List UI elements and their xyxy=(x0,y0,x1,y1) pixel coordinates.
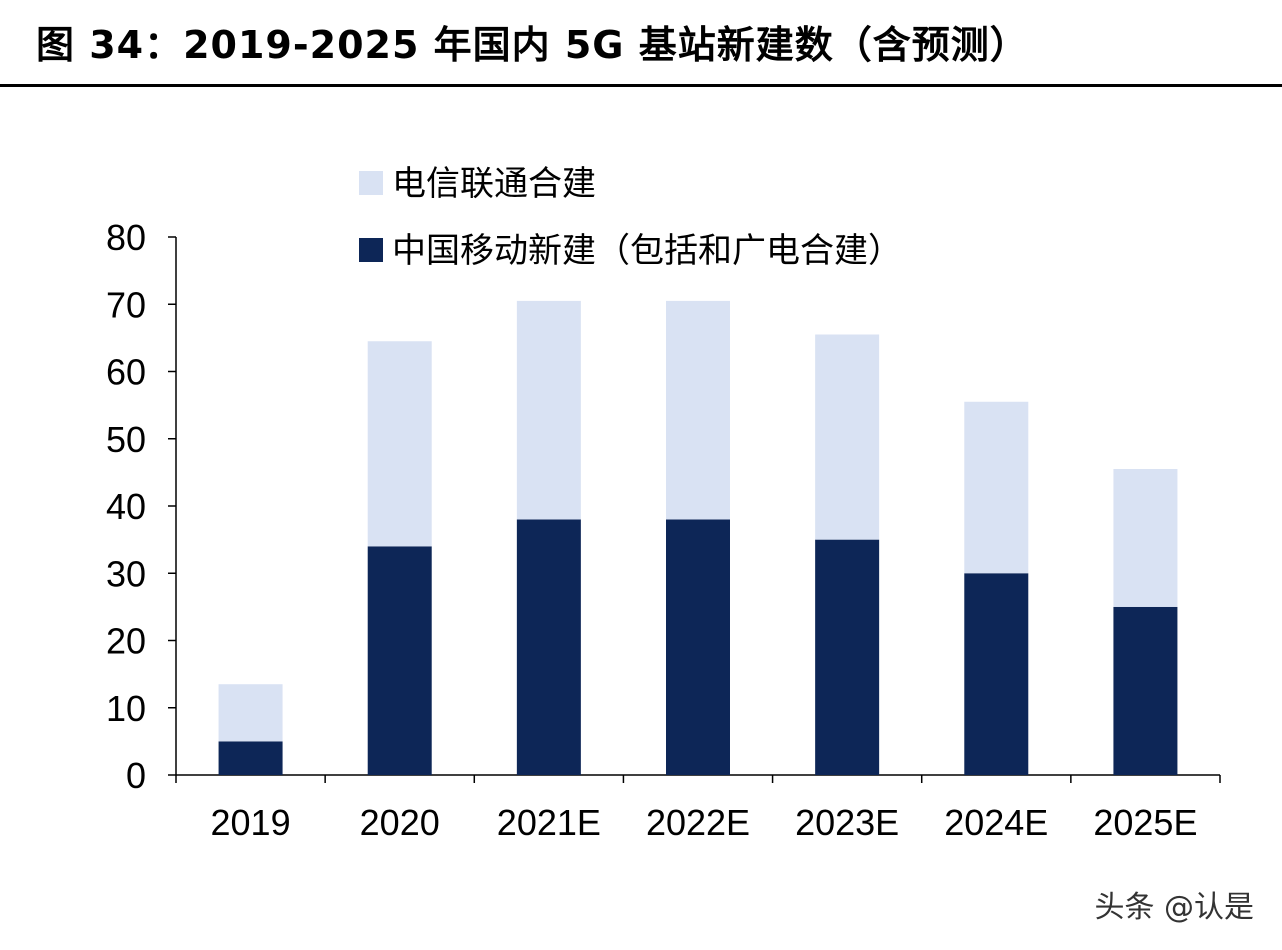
bar-segment-mobile-2022E xyxy=(666,519,730,775)
legend-swatch xyxy=(359,238,383,262)
x-tick-label: 2021E xyxy=(497,802,601,843)
bar-segment-mobile-2020 xyxy=(367,546,432,775)
bar-segment-mobile-2023E xyxy=(815,539,880,775)
bar-segment-telecom-unicom-2025E xyxy=(1113,469,1178,607)
x-axis: 2019 2020 2021E 2022E 2023E 2024E 2025E xyxy=(175,774,1221,843)
y-tick-label: 80 xyxy=(106,217,146,258)
x-tick-label: 2022E xyxy=(646,802,750,843)
bar-segment-telecom-unicom-2019 xyxy=(218,684,283,742)
bar-segment-telecom-unicom-2023E xyxy=(815,334,880,540)
y-tick-label: 0 xyxy=(126,755,146,796)
bar-segment-mobile-2019 xyxy=(218,741,283,775)
bar-segment-telecom-unicom-2024E xyxy=(964,401,1029,574)
y-tick-label: 50 xyxy=(106,419,146,460)
legend-label: 中国移动新建（包括和广电合建） xyxy=(392,231,902,271)
x-tick-label: 2024E xyxy=(944,802,1048,843)
legend-label: 电信联通合建 xyxy=(392,164,596,204)
x-tick-label: 2019 xyxy=(211,802,291,843)
bar-segment-mobile-2025E xyxy=(1113,606,1178,775)
bar-segment-mobile-2024E xyxy=(964,573,1029,775)
bar-segment-telecom-unicom-2020 xyxy=(367,341,432,547)
y-axis: 0 10 20 30 40 50 60 70 80 xyxy=(106,217,177,796)
y-tick-label: 30 xyxy=(106,553,146,594)
x-tick-label: 2023E xyxy=(795,802,899,843)
y-tick-label: 60 xyxy=(106,352,146,393)
x-tick-label: 2020 xyxy=(360,802,440,843)
bar-segment-telecom-unicom-2021E xyxy=(516,300,581,520)
bar-segment-telecom-unicom-2022E xyxy=(666,300,730,520)
y-tick-label: 10 xyxy=(106,688,146,729)
title-divider xyxy=(0,84,1282,87)
y-tick-label: 20 xyxy=(106,621,146,662)
y-tick-label: 40 xyxy=(106,486,146,527)
bars xyxy=(218,300,1178,775)
x-tick-label: 2025E xyxy=(1093,802,1197,843)
legend-swatch xyxy=(359,171,383,195)
y-tick-label: 70 xyxy=(106,284,146,325)
watermark: 头条 @认是 xyxy=(1094,890,1254,925)
chart-title: 图 34：2019-2025 年国内 5G 基站新建数（含预测） xyxy=(36,23,1029,67)
bar-segment-mobile-2021E xyxy=(516,519,581,775)
